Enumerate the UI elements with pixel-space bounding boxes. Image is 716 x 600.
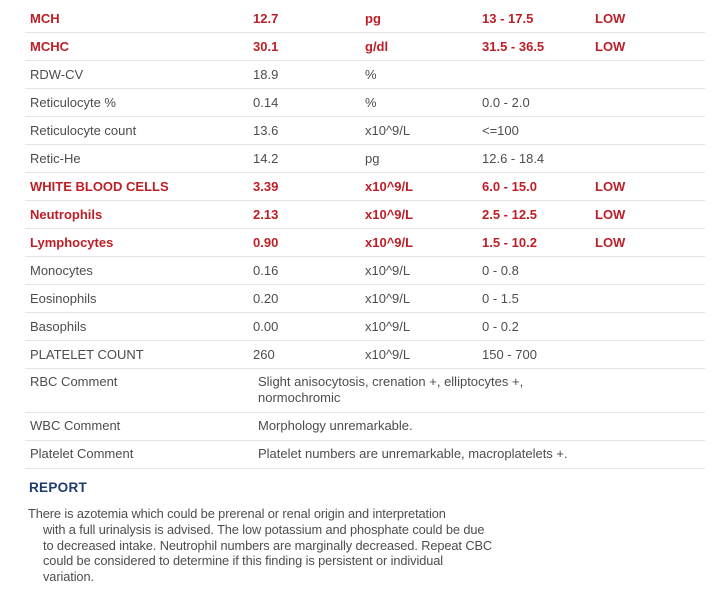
reference-range: 13 - 17.5 bbox=[482, 11, 534, 26]
table-row: Monocytes 0.16 x10^9/L 0 - 0.8 bbox=[25, 257, 705, 285]
comment-text: Slight anisocytosis, crenation +, ellipt… bbox=[258, 374, 705, 406]
results-table: MCH 12.7 pg 13 - 17.5 LOW MCHC 30.1 g/dl 31.5 - … bbox=[25, 5, 705, 469]
result-value: 3.39 bbox=[253, 179, 279, 194]
comment-text: Platelet numbers are unremarkable, macro… bbox=[258, 446, 705, 462]
abnormal-flag: LOW bbox=[595, 235, 626, 250]
result-unit: x10^9/L bbox=[365, 207, 414, 222]
lab-report-page: MCH 12.7 pg 13 - 17.5 LOW MCHC 30.1 g/dl 31.5 - … bbox=[25, 5, 705, 585]
table-row: Eosinophils 0.20 x10^9/L 0 - 1.5 bbox=[25, 285, 705, 313]
test-name: MCHC bbox=[30, 39, 69, 54]
report-line: could be considered to determine if this… bbox=[43, 553, 443, 569]
reference-range: <=100 bbox=[482, 123, 519, 138]
abnormal-flag: LOW bbox=[595, 207, 626, 222]
comment-line: Platelet numbers are unremarkable, macro… bbox=[258, 446, 568, 461]
result-unit: x10^9/L bbox=[365, 263, 411, 278]
result-unit: x10^9/L bbox=[365, 291, 411, 306]
reference-range: 150 - 700 bbox=[482, 347, 537, 362]
test-name: Reticulocyte count bbox=[30, 123, 137, 138]
result-unit: g/dl bbox=[365, 39, 389, 54]
report-section-heading: REPORT bbox=[29, 480, 88, 495]
report-line: to decreased intake. Neutrophil numbers … bbox=[43, 537, 493, 553]
reference-range: 6.0 - 15.0 bbox=[482, 179, 537, 194]
report-line: There is azotemia which could be prerena… bbox=[28, 506, 446, 521]
comment-line: Slight anisocytosis, crenation +, ellipt… bbox=[258, 374, 524, 389]
test-name: Eosinophils bbox=[30, 291, 97, 306]
table-row: MCHC 30.1 g/dl 31.5 - 36.5 LOW bbox=[25, 33, 705, 61]
result-value: 2.13 bbox=[253, 207, 279, 222]
table-row: PLATELET COUNT 260 x10^9/L 150 - 700 bbox=[25, 341, 705, 369]
comment-label: Platelet Comment bbox=[30, 446, 134, 461]
table-row: Reticulocyte % 0.14% 0.0 - 2.0 bbox=[25, 89, 705, 117]
comment-row: Platelet Comment Platelet numbers are unr… bbox=[25, 441, 705, 469]
result-value: 0.16 bbox=[253, 263, 279, 278]
test-name: RDW-CV bbox=[30, 67, 84, 82]
reference-range: 2.5 - 12.5 bbox=[482, 207, 537, 222]
test-name: Basophils bbox=[30, 319, 87, 334]
table-row: MCH 12.7 pg 13 - 17.5 LOW bbox=[25, 5, 705, 33]
result-unit: % bbox=[365, 67, 377, 82]
result-value: 0.14 bbox=[253, 95, 279, 110]
abnormal-flag: LOW bbox=[595, 179, 626, 194]
test-name: PLATELET COUNT bbox=[30, 347, 144, 362]
reference-range: 12.6 - 18.4 bbox=[482, 151, 545, 166]
result-value: 260 bbox=[253, 347, 275, 362]
table-row: RDW-CV 18.9% bbox=[25, 61, 705, 89]
result-value: 30.1 bbox=[253, 39, 279, 54]
result-value: 0.90 bbox=[253, 235, 279, 250]
result-unit: x10^9/L bbox=[365, 235, 414, 250]
table-row: Basophils 0.00 x10^9/L 0 - 0.2 bbox=[25, 313, 705, 341]
result-unit: % bbox=[365, 95, 377, 110]
result-value: 0.00 bbox=[253, 319, 279, 334]
reference-range: 0 - 1.5 bbox=[482, 291, 519, 306]
comment-label: RBC Comment bbox=[30, 374, 118, 389]
test-name: Monocytes bbox=[30, 263, 93, 278]
test-name: Lymphocytes bbox=[30, 235, 114, 250]
test-name: Neutrophils bbox=[30, 207, 103, 222]
reference-range: 0 - 0.8 bbox=[482, 263, 519, 278]
result-unit: pg bbox=[365, 11, 381, 26]
table-row: Lymphocytes 0.90 x10^9/L 1.5 - 10.2 LOW bbox=[25, 229, 705, 257]
test-name: Reticulocyte % bbox=[30, 95, 116, 110]
abnormal-flag: LOW bbox=[595, 11, 626, 26]
table-row: Neutrophils 2.13 x10^9/L 2.5 - 12.5 LOW bbox=[25, 201, 705, 229]
abnormal-flag: LOW bbox=[595, 39, 626, 54]
report-text: There is azotemia which could be prerena… bbox=[28, 506, 705, 585]
test-name: WHITE BLOOD CELLS bbox=[30, 179, 169, 194]
comment-label: WBC Comment bbox=[30, 418, 121, 433]
reference-range: 0 - 0.2 bbox=[482, 319, 519, 334]
comment-line: normochromic bbox=[258, 390, 341, 405]
reference-range: 0.0 - 2.0 bbox=[482, 95, 530, 110]
test-name: Retic-He bbox=[30, 151, 81, 166]
table-row: WHITE BLOOD CELLS 3.39 x10^9/L 6.0 - 15.0 LO… bbox=[25, 173, 705, 201]
comment-line: Morphology unremarkable. bbox=[258, 418, 413, 433]
result-value: 18.9 bbox=[253, 67, 279, 82]
result-value: 12.7 bbox=[253, 11, 279, 26]
result-unit: x10^9/L bbox=[365, 347, 411, 362]
result-unit: x10^9/L bbox=[365, 319, 411, 334]
result-value: 0.20 bbox=[253, 291, 279, 306]
result-value: 13.6 bbox=[253, 123, 279, 138]
reference-range: 1.5 - 10.2 bbox=[482, 235, 537, 250]
reference-range: 31.5 - 36.5 bbox=[482, 39, 545, 54]
result-value: 14.2 bbox=[253, 151, 279, 166]
comment-text: Morphology unremarkable. bbox=[258, 418, 705, 434]
result-unit: x10^9/L bbox=[365, 123, 411, 138]
table-row: Retic-He 14.2 pg 12.6 - 18.4 bbox=[25, 145, 705, 173]
comment-row: WBC Comment Morphology unremarkable. bbox=[25, 413, 705, 441]
comment-row: RBC Comment Slight anisocytosis, crenatio… bbox=[25, 369, 705, 413]
table-row: Reticulocyte count 13.6 x10^9/L <=100 bbox=[25, 117, 705, 145]
result-unit: x10^9/L bbox=[365, 179, 414, 194]
report-line: variation. bbox=[43, 569, 94, 585]
result-unit: pg bbox=[365, 151, 380, 166]
report-line: with a full urinalysis is advised. The l… bbox=[43, 521, 485, 537]
test-name: MCH bbox=[30, 11, 60, 26]
